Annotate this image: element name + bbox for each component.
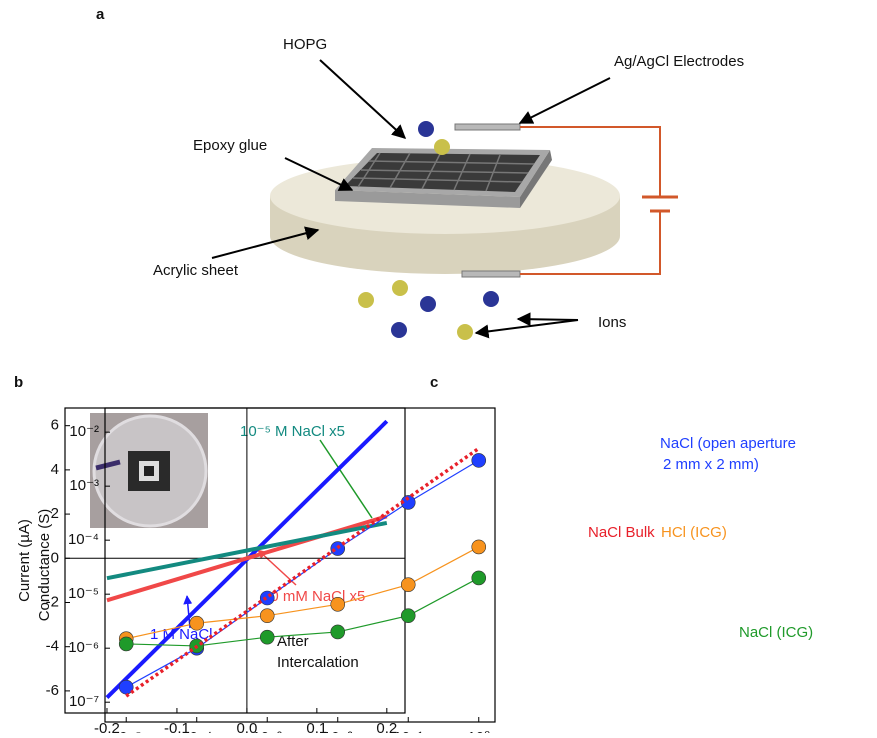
x-tick-label: 10⁰ xyxy=(467,729,490,733)
label: Epoxy glue xyxy=(193,137,267,154)
series-label: 10⁻⁵ M NaCl x5 xyxy=(240,423,345,440)
panel-label: c xyxy=(430,374,438,391)
data-point xyxy=(190,616,204,630)
data-point xyxy=(260,609,274,623)
label: Acrylic sheet xyxy=(153,262,239,279)
series-label: NaCl Bulk xyxy=(588,524,655,541)
data-point xyxy=(472,540,486,554)
data-point xyxy=(260,630,274,644)
y-tick-label: 10⁻⁴ xyxy=(68,531,99,548)
annotation: Intercalation xyxy=(277,654,359,671)
y-tick-label: -6 xyxy=(46,682,59,699)
data-point xyxy=(401,578,415,592)
x-tick-label: 10⁻⁵ xyxy=(111,729,142,733)
series-label: NaCl (open aperture xyxy=(660,435,796,452)
y-tick-label: 4 xyxy=(51,461,59,478)
series-label: HCl (ICG) xyxy=(661,524,727,541)
x-tick-label: 10⁻⁴ xyxy=(181,729,212,733)
data-point xyxy=(260,591,274,605)
electrode xyxy=(455,124,520,130)
data-point xyxy=(472,453,486,467)
y-tick-label: 10⁻³ xyxy=(69,477,99,494)
series-label: NaCl (ICG) xyxy=(739,624,813,641)
data-point xyxy=(331,625,345,639)
label: Ions xyxy=(598,314,626,331)
x-tick-label: 10⁻² xyxy=(323,729,353,733)
label: Ag/AgCl Electrodes xyxy=(614,53,744,70)
page: a b c HOPG Ag/AgCl Electrodes Epoxy glue… xyxy=(0,0,877,733)
x-tick-label: 10⁻³ xyxy=(252,729,282,733)
data-point xyxy=(119,637,133,651)
y-tick-label: 6 xyxy=(51,417,59,434)
y-axis-title: Conductance (S) xyxy=(36,509,53,622)
y-tick-label: -4 xyxy=(46,638,59,655)
panel-label: a xyxy=(96,6,105,23)
inset-photo xyxy=(90,413,208,528)
x-tick-label: 10⁻¹ xyxy=(393,729,423,733)
data-point xyxy=(331,597,345,611)
y-axis-title: Current (µA) xyxy=(16,519,33,602)
series-label: 2 mm x 2 mm) xyxy=(663,456,759,473)
y-tick-label: 10⁻⁵ xyxy=(68,585,99,602)
electrode xyxy=(462,271,520,277)
y-tick-label: 10⁻² xyxy=(69,423,99,440)
y-tick-label: 10⁻⁶ xyxy=(68,639,99,656)
figure: a b c HOPG Ag/AgCl Electrodes Epoxy glue… xyxy=(0,0,877,733)
label: HOPG xyxy=(283,36,327,53)
y-tick-label: 10⁻⁷ xyxy=(69,693,99,710)
panel-label: b xyxy=(14,374,23,391)
series-label: 1 M NaCl xyxy=(150,626,213,643)
data-point xyxy=(401,609,415,623)
data-point xyxy=(472,571,486,585)
device-diagram: HOPG Ag/AgCl Electrodes Epoxy glue Acryl… xyxy=(153,36,744,340)
